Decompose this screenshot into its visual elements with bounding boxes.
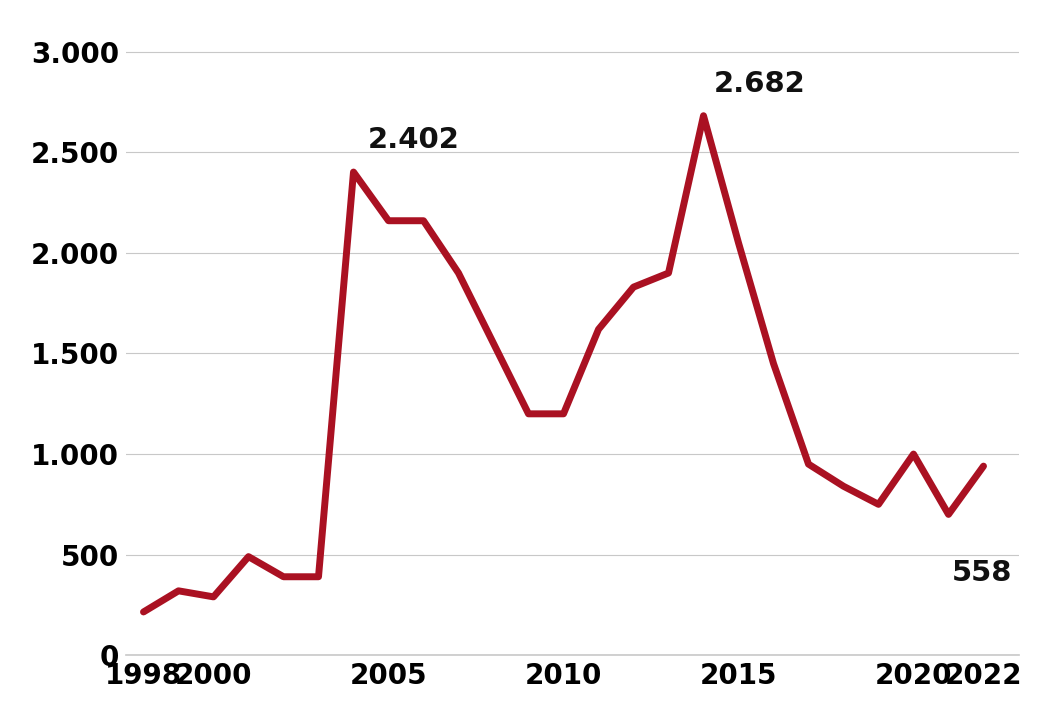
Text: 2.402: 2.402 xyxy=(368,126,460,154)
Text: 558: 558 xyxy=(952,559,1012,588)
Text: 2.682: 2.682 xyxy=(714,70,805,98)
